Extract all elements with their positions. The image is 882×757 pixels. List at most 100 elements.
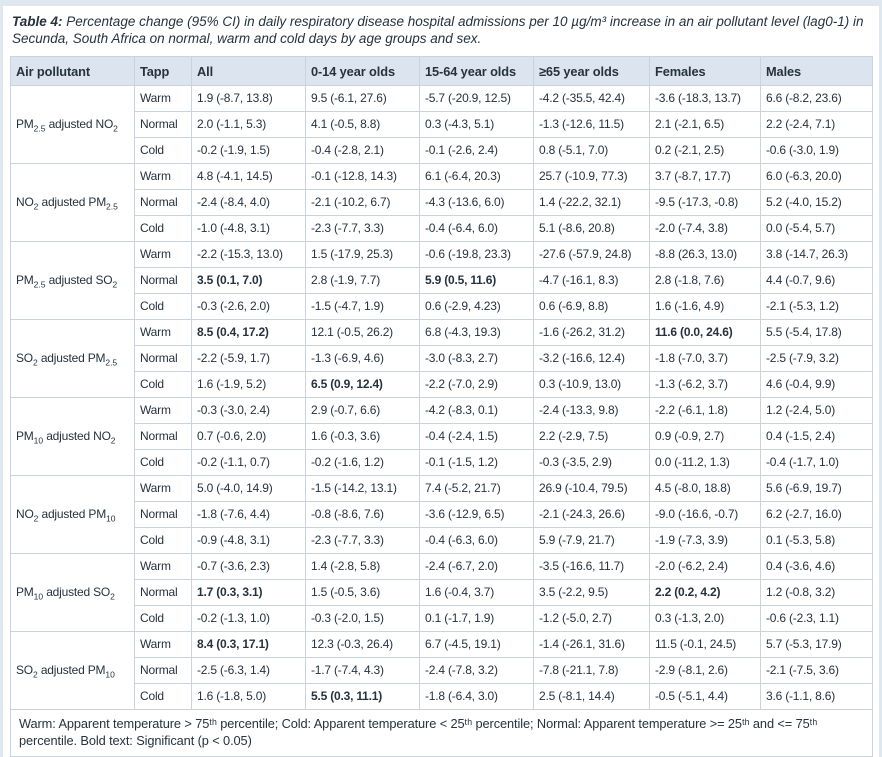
table-row: PM2.5 adjusted SO2 Warm -2.2 (-15.3, 13.0)…: [10, 241, 873, 320]
value-cell: 6.7 (-4.5, 19.1): [419, 631, 534, 658]
value-cell: 5.0 (-4.0, 14.9): [191, 475, 306, 502]
value-cell: -2.1 (-10.2, 6.7): [305, 189, 420, 216]
value-cell: -2.4 (-13.3, 9.8): [533, 397, 650, 424]
table-row: NO2 adjusted PM10 Warm 5.0 (-4.0, 14.9) -1.…: [10, 475, 873, 554]
pollutant-label: PM2.5 adjusted SO2: [10, 241, 135, 320]
value-cell: 2.2 (0.2, 4.2): [649, 579, 761, 606]
value-cell: -1.3 (-12.6, 11.5): [533, 111, 650, 138]
table-row: Normal -1.8 (-7.6, 4.4) -0.8 (-8.6, 7.6) -3…: [11, 501, 873, 528]
pollutant-label: PM10 adjusted SO2: [10, 553, 135, 632]
value-cell: -1.0 (-4.8, 3.1): [191, 215, 306, 242]
value-cell: -3.6 (-18.3, 13.7): [649, 85, 761, 112]
value-cell: 6.2 (-2.7, 16.0): [760, 501, 873, 528]
value-cell: 1.6 (-0.3, 3.6): [305, 423, 420, 450]
value-cell: -4.2 (-8.3, 0.1): [419, 397, 534, 424]
tapp-cell: Normal: [134, 111, 192, 138]
value-cell: 1.9 (-8.7, 13.8): [191, 85, 306, 112]
value-cell: 26.9 (-10.4, 79.5): [533, 475, 650, 502]
value-cell: 2.2 (-2.4, 7.1): [760, 111, 873, 138]
value-cell: -0.1 (-2.6, 2.4): [419, 137, 534, 164]
table-caption-text: Percentage change (95% CI) in daily resp…: [12, 14, 864, 46]
table-row: Normal -2.2 (-5.9, 1.7) -1.3 (-6.9, 4.6) -3…: [11, 345, 873, 372]
value-cell: -2.9 (-8.1, 2.6): [649, 657, 761, 684]
value-cell: -2.1 (-5.3, 1.2): [760, 293, 873, 320]
value-cell: -9.5 (-17.3, -0.8): [649, 189, 761, 216]
value-cell: -3.2 (-16.6, 12.4): [533, 345, 650, 372]
value-cell: -1.5 (-4.7, 1.9): [305, 293, 420, 320]
tapp-cell: Cold: [134, 527, 192, 554]
value-cell: -0.8 (-8.6, 7.6): [305, 501, 420, 528]
table-row: Normal 3.5 (0.1, 7.0) 2.8 (-1.9, 7.7) 5.9 (…: [11, 267, 873, 294]
value-cell: -0.2 (-1.1, 0.7): [191, 449, 306, 476]
col-header-air-pollutant: Air pollutant: [10, 56, 135, 86]
tapp-cell: Warm: [134, 553, 192, 580]
value-cell: -3.6 (-12.9, 6.5): [419, 501, 534, 528]
value-cell: -2.1 (-7.5, 3.6): [760, 657, 873, 684]
value-cell: -4.7 (-16.1, 8.3): [533, 267, 650, 294]
pollutant-label: NO2 adjusted PM2.5: [10, 163, 135, 242]
value-cell: -1.5 (-14.2, 13.1): [305, 475, 420, 502]
value-cell: 1.4 (-22.2, 32.1): [533, 189, 650, 216]
table-row: SO2 adjusted PM10 Warm 8.4 (0.3, 17.1) 12.3…: [10, 631, 873, 710]
table-row: Normal 1.7 (0.3, 3.1) 1.5 (-0.5, 3.6) 1.6 (…: [11, 579, 873, 606]
footnote-row: Warm: Apparent temperature > 75ᵗʰ percen…: [10, 709, 873, 757]
value-cell: 5.1 (-8.6, 20.8): [533, 215, 650, 242]
value-cell: 2.1 (-2.1, 6.5): [649, 111, 761, 138]
value-cell: 0.4 (-1.5, 2.4): [760, 423, 873, 450]
value-cell: -2.4 (-8.4, 4.0): [191, 189, 306, 216]
value-cell: -2.5 (-6.3, 1.4): [191, 657, 306, 684]
value-cell: -0.4 (-6.4, 6.0): [419, 215, 534, 242]
value-cell: -0.5 (-5.1, 4.4): [649, 683, 761, 710]
value-cell: -2.2 (-7.0, 2.9): [419, 371, 534, 398]
value-cell: -0.4 (-6.3, 6.0): [419, 527, 534, 554]
table-row: Normal 0.7 (-0.6, 2.0) 1.6 (-0.3, 3.6) -0.4…: [11, 423, 873, 450]
value-cell: 1.2 (-0.8, 3.2): [760, 579, 873, 606]
value-cell: -2.2 (-5.9, 1.7): [191, 345, 306, 372]
col-header-tapp: Tapp: [134, 56, 192, 86]
pollutant-label: SO2 adjusted PM2.5: [10, 319, 135, 398]
value-cell: 25.7 (-10.9, 77.3): [533, 163, 650, 190]
tapp-cell: Warm: [134, 85, 192, 112]
value-cell: 4.1 (-0.5, 8.8): [305, 111, 420, 138]
col-header-65plus: ≥65 year olds: [533, 56, 650, 86]
tapp-cell: Normal: [134, 501, 192, 528]
value-cell: 0.8 (-5.1, 7.0): [533, 137, 650, 164]
value-cell: -0.1 (-1.5, 1.2): [419, 449, 534, 476]
value-cell: 1.4 (-2.8, 5.8): [305, 553, 420, 580]
value-cell: -27.6 (-57.9, 24.8): [533, 241, 650, 268]
tapp-cell: Warm: [134, 475, 192, 502]
value-cell: -1.7 (-7.4, 4.3): [305, 657, 420, 684]
value-cell: 0.6 (-6.9, 8.8): [533, 293, 650, 320]
value-cell: 6.0 (-6.3, 20.0): [760, 163, 873, 190]
table-row: Normal -2.5 (-6.3, 1.4) -1.7 (-7.4, 4.3) -2…: [11, 657, 873, 684]
header-row: Air pollutant Tapp All 0-14 year olds 15…: [10, 56, 873, 86]
value-cell: -2.4 (-7.8, 3.2): [419, 657, 534, 684]
value-cell: -2.4 (-6.7, 2.0): [419, 553, 534, 580]
value-cell: -0.9 (-4.8, 3.1): [191, 527, 306, 554]
value-cell: -2.0 (-6.2, 2.4): [649, 553, 761, 580]
value-cell: 5.6 (-6.9, 19.7): [760, 475, 873, 502]
value-cell: 3.8 (-14.7, 26.3): [760, 241, 873, 268]
value-cell: 0.4 (-3.6, 4.6): [760, 553, 873, 580]
value-cell: 0.0 (-11.2, 1.3): [649, 449, 761, 476]
value-cell: 12.1 (-0.5, 26.2): [305, 319, 420, 346]
value-cell: 2.8 (-1.9, 7.7): [305, 267, 420, 294]
value-cell: 0.1 (-5.3, 5.8): [760, 527, 873, 554]
value-cell: 2.9 (-0.7, 6.6): [305, 397, 420, 424]
value-cell: -0.4 (-2.4, 1.5): [419, 423, 534, 450]
value-cell: 1.6 (-1.8, 5.0): [191, 683, 306, 710]
value-cell: -1.3 (-6.9, 4.6): [305, 345, 420, 372]
value-cell: -1.8 (-7.6, 4.4): [191, 501, 306, 528]
table-row: Cold -1.0 (-4.8, 3.1) -2.3 (-7.7, 3.3) -0.4…: [11, 215, 873, 242]
value-cell: -4.3 (-13.6, 6.0): [419, 189, 534, 216]
value-cell: 6.8 (-4.3, 19.3): [419, 319, 534, 346]
value-cell: -1.8 (-7.0, 3.7): [649, 345, 761, 372]
value-cell: 3.5 (-2.2, 9.5): [533, 579, 650, 606]
value-cell: 11.6 (0.0, 24.6): [649, 319, 761, 346]
value-cell: 0.0 (-5.4, 5.7): [760, 215, 873, 242]
tapp-cell: Warm: [134, 241, 192, 268]
value-cell: -1.9 (-7.3, 3.9): [649, 527, 761, 554]
pollutant-label: PM10 adjusted NO2: [10, 397, 135, 476]
value-cell: 6.6 (-8.2, 23.6): [760, 85, 873, 112]
value-cell: 8.5 (0.4, 17.2): [191, 319, 306, 346]
